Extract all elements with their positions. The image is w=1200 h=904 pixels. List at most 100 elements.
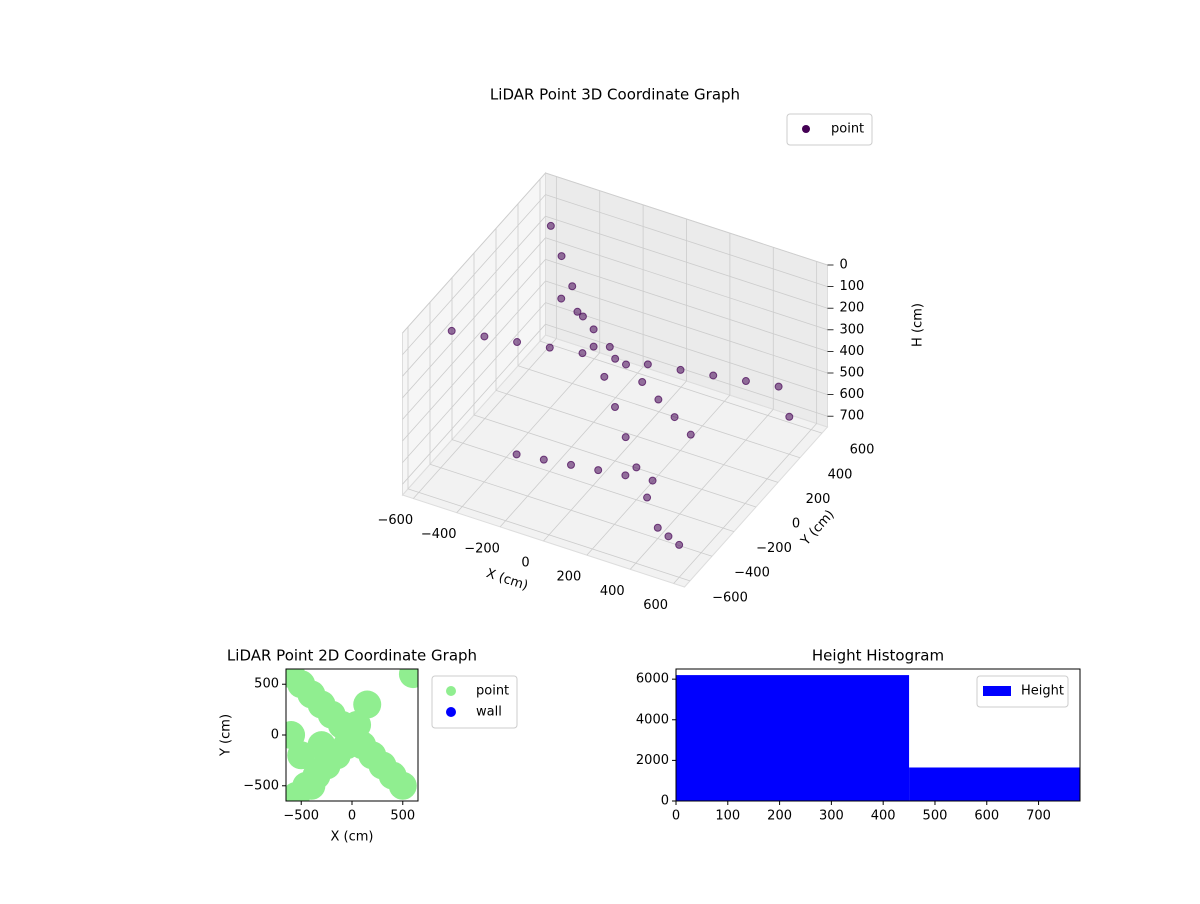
y-tick-label: 0: [271, 728, 279, 743]
point: [388, 771, 417, 800]
grid-line: [545, 215, 828, 309]
point: [578, 312, 587, 321]
x-tick-label: 0: [521, 556, 529, 571]
legend-label: point: [831, 122, 864, 137]
point: [741, 377, 750, 386]
y-axis-label: Y (cm): [219, 714, 234, 757]
point: [632, 463, 641, 472]
point: [557, 294, 566, 303]
x-tick-label: 500: [390, 809, 415, 824]
grid-line: [402, 172, 546, 334]
grid-line: [402, 194, 546, 355]
point: [557, 252, 566, 261]
chart-title: Height Histogram: [812, 647, 944, 665]
chart-title: LiDAR Point 2D Coordinate Graph: [227, 647, 477, 665]
point: [611, 354, 620, 363]
chart-title: LiDAR Point 3D Coordinate Graph: [490, 86, 740, 104]
point: [774, 382, 783, 391]
legend-swatch: [983, 686, 1011, 696]
point: [546, 221, 555, 230]
grid-line: [473, 414, 757, 508]
legend-label: point: [476, 684, 509, 699]
y-tick-label: 4000: [636, 712, 669, 727]
point: [589, 342, 598, 351]
grid-line: [545, 259, 828, 352]
y-tick-label: 400: [828, 467, 853, 482]
axes-frame: [675, 668, 1081, 802]
grid-line: [495, 390, 779, 483]
point: [785, 412, 794, 421]
chart-3d: LiDAR Point 3D Coordinate Graph X (cm) Y…: [377, 86, 925, 613]
grid-line: [545, 280, 828, 374]
point: [589, 325, 598, 334]
point: [307, 731, 336, 760]
point: [611, 403, 619, 411]
y-tick-label: −600: [712, 590, 748, 605]
point: [447, 326, 456, 335]
point: [480, 332, 489, 341]
point: [605, 342, 614, 351]
x-tick-label: 200: [767, 809, 792, 824]
grid-line: [545, 323, 828, 417]
z-tick-label: 300: [840, 322, 865, 337]
point: [686, 430, 695, 439]
y-tick-label: 2000: [636, 753, 669, 768]
x-tick-label: 500: [923, 809, 948, 824]
point: [545, 343, 554, 352]
point: [664, 532, 673, 541]
x-tick-label: −200: [464, 541, 500, 556]
grid-line: [407, 488, 691, 582]
y-tick-label: 6000: [636, 672, 669, 687]
point: [600, 372, 609, 381]
y-tick-label: 600: [850, 443, 875, 458]
z-tick-label: 0: [840, 258, 848, 273]
legend-box: [786, 113, 873, 146]
x-tick-label: 600: [974, 809, 999, 824]
point: [676, 365, 685, 374]
legend-marker: [446, 707, 456, 717]
grid-line: [545, 302, 828, 395]
z-axis-label: H (cm): [911, 303, 926, 347]
x-tick-label: 100: [715, 809, 740, 824]
point: [622, 360, 630, 369]
x-tick-label: 300: [819, 809, 844, 824]
grid-line: [402, 237, 546, 399]
point: [297, 771, 326, 800]
legend-marker: [802, 125, 810, 133]
point: [573, 307, 582, 316]
y-tick-label: 200: [806, 492, 831, 507]
point: [643, 493, 652, 502]
grid-line: [545, 172, 828, 266]
y-tick-label: −200: [756, 541, 792, 556]
point: [643, 360, 652, 369]
grid-line: [545, 194, 828, 287]
grid-line: [402, 215, 546, 377]
point: [567, 460, 575, 469]
point: [709, 371, 718, 380]
point: [675, 540, 684, 549]
grid-line: [402, 259, 546, 420]
grid-line: [545, 237, 828, 331]
z-tick-label: 500: [840, 366, 865, 381]
y-tick-label: 0: [792, 517, 800, 532]
x-tick-label: 700: [1026, 809, 1051, 824]
x-tick-label: 200: [556, 570, 581, 585]
x-tick-label: 400: [871, 809, 896, 824]
grid-line: [402, 302, 546, 463]
legend-label: Height: [1021, 684, 1064, 699]
point: [621, 471, 630, 480]
bar: [909, 767, 1080, 801]
points: [286, 669, 418, 801]
x-axis-label: X (cm): [331, 830, 374, 845]
y-tick-label: 500: [254, 677, 279, 692]
grid-line: [539, 340, 823, 434]
y-tick-label: 0: [661, 794, 669, 809]
x-tick-label: −500: [283, 809, 319, 824]
point: [638, 378, 647, 387]
point: [578, 349, 587, 358]
z-tick-label: 100: [840, 279, 865, 294]
point: [654, 395, 663, 404]
point: [653, 523, 662, 532]
x-tick-label: 600: [643, 598, 668, 613]
